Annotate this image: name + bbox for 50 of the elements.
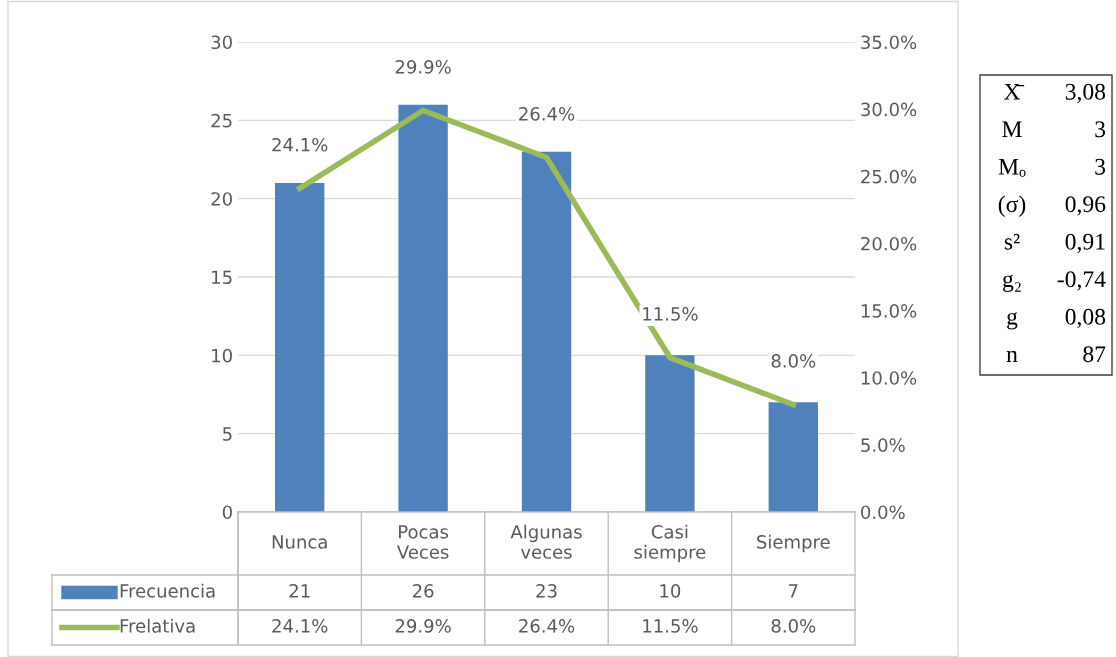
- text: g 0,08: [1007, 308, 1106, 330]
- x-tick-label: Siempre: [757, 534, 830, 553]
- y-tick-label: 15: [212, 270, 232, 285]
- bar: [645, 355, 695, 512]
- data-label: 11.5%: [643, 619, 698, 633]
- data-label: 29.9%: [395, 619, 451, 633]
- data-label: 10: [660, 584, 681, 598]
- x-tick-label: Algunas veces: [510, 524, 582, 559]
- y2-tick-label: 25.0%: [861, 169, 917, 184]
- data-label: 8.0%: [771, 619, 816, 633]
- text: 29.9%: [395, 60, 451, 74]
- legend-label: Frecuencia: [120, 583, 215, 598]
- data-label: 24.1%: [272, 619, 328, 633]
- text: n 87: [1006, 346, 1106, 363]
- text: Mₒ 3: [998, 158, 1106, 177]
- y2-tick-label: 30.0%: [861, 102, 917, 117]
- text: 11.5%: [643, 307, 698, 321]
- x-tick-label: Pocas Veces: [396, 525, 449, 559]
- y-tick-label: 0: [222, 505, 232, 520]
- y2-tick-label: 20.0%: [861, 236, 917, 251]
- bar: [275, 183, 325, 512]
- x-tick-label: Nunca: [272, 535, 327, 549]
- text: X̄ 3,08: [1003, 83, 1106, 104]
- text: g₂ -0,74: [1003, 271, 1106, 292]
- y-tick-label: 30: [211, 35, 232, 50]
- text: 24.1%: [272, 137, 328, 152]
- data-label: 26.4%: [519, 619, 575, 633]
- y-tick-label: 5: [223, 427, 232, 441]
- data-label: 23: [536, 584, 557, 598]
- bar: [768, 402, 818, 512]
- data-label: 26: [412, 584, 434, 598]
- y2-tick-label: 0.0%: [861, 505, 905, 520]
- text: M 3: [1002, 121, 1106, 138]
- text: 8.0%: [771, 354, 816, 368]
- data-label: 21: [289, 584, 310, 598]
- data-label: 7: [789, 584, 798, 598]
- text: (σ) 0,96: [998, 195, 1106, 217]
- y-tick-label: 10: [212, 348, 232, 363]
- y2-tick-label: 10.0%: [861, 371, 917, 385]
- y-tick-label: 25: [211, 113, 232, 128]
- bar: [398, 104, 448, 512]
- legend-label: Frelativa: [120, 618, 195, 633]
- y2-tick-label: 35.0%: [861, 35, 917, 50]
- y2-tick-label: 15.0%: [861, 304, 917, 318]
- y2-tick-label: 5.0%: [861, 438, 905, 452]
- text: 26.4%: [519, 107, 575, 121]
- y-tick-label: 20: [211, 192, 232, 206]
- text: s² 0,91: [1004, 233, 1105, 254]
- x-tick-label: Casi siempre: [634, 524, 706, 563]
- bar: [521, 151, 572, 512]
